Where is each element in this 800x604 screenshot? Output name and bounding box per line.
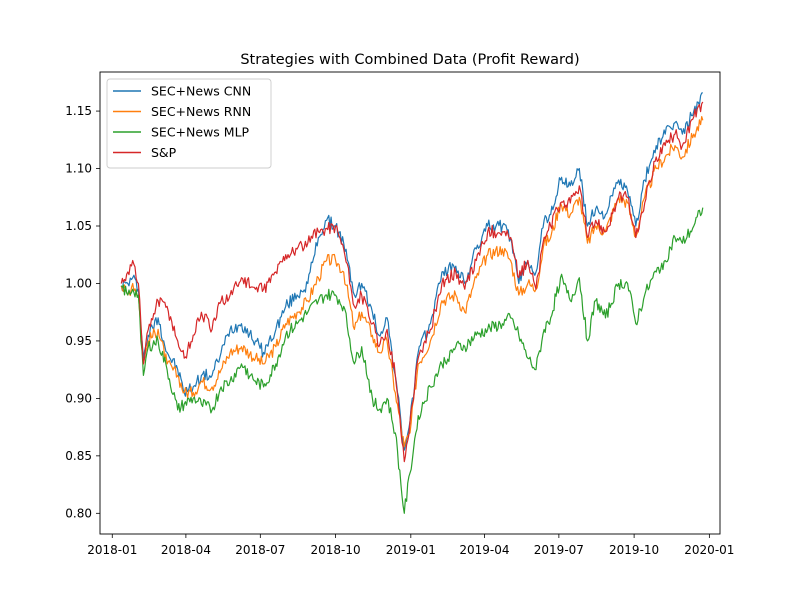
- series-line-3: [120, 207, 704, 514]
- legend-label: S&P: [151, 145, 177, 160]
- y-tick-label: 0.95: [65, 334, 92, 348]
- x-tick-label: 2019-01: [386, 543, 436, 557]
- y-tick-label: 0.85: [65, 449, 92, 463]
- legend-label: SEC+News MLP: [151, 125, 250, 140]
- y-tick-label: 0.90: [65, 391, 92, 405]
- y-tick-label: 1.15: [65, 104, 92, 118]
- y-tick-label: 1.00: [65, 276, 92, 290]
- legend-label: SEC+News CNN: [151, 84, 251, 99]
- plot-frame: [99, 71, 721, 535]
- legend-box: [106, 78, 272, 169]
- x-tick-label: 2020-01: [684, 543, 734, 557]
- x-tick-label: 2019-04: [459, 543, 509, 557]
- y-tick-label: 0.80: [65, 506, 92, 520]
- x-tick-label: 2018-10: [310, 543, 360, 557]
- x-axis: 2018-01 2018-04 2018-07 2018-10 2019-01 2019-…: [87, 534, 734, 557]
- x-tick-label: 2018-04: [161, 543, 211, 557]
- y-tick-label: 1.05: [65, 219, 92, 233]
- series-layer: [120, 92, 704, 514]
- chart-title: Strategies with Combined Data (Profit Re…: [240, 52, 579, 68]
- legend: SEC+News CNN SEC+News RNN SEC+News MLP S&P: [106, 78, 272, 169]
- legend-label: SEC+News RNN: [151, 104, 251, 119]
- y-axis: 0.80 0.85 0.90 0.95 1.00 1.05 1.10 1.15: [65, 104, 100, 520]
- series-line-4: [120, 101, 704, 463]
- x-tick-label: 2018-01: [87, 543, 137, 557]
- x-tick-label: 2018-07: [235, 543, 285, 557]
- y-tick-label: 1.10: [65, 162, 92, 176]
- x-tick-label: 2019-07: [534, 543, 584, 557]
- x-tick-label: 2019-10: [609, 543, 659, 557]
